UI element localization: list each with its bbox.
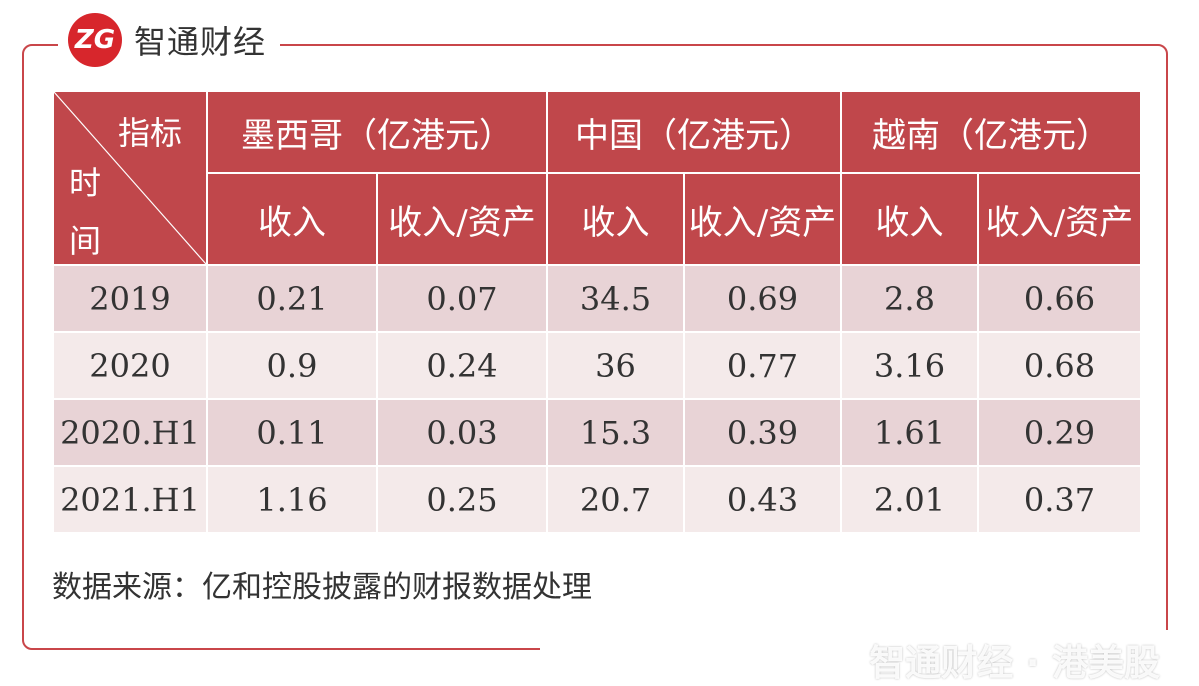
group-header-vietnam: 越南（亿港元） [842,92,1140,172]
cell-value: 1.16 [208,467,376,532]
table-row: 2021.H1 1.16 0.25 20.7 0.43 2.01 0.37 [54,467,1140,532]
cell-period: 2021.H1 [54,467,206,532]
cell-value: 20.7 [548,467,683,532]
cell-value: 0.03 [378,400,546,465]
cell-value: 2.8 [842,266,977,331]
subheader-revenue-assets: 收入/资产 [685,174,840,264]
brand-header: ZG 智通财经 [58,12,281,68]
cell-value: 0.07 [378,266,546,331]
group-header-china: 中国（亿港元） [548,92,840,172]
cell-period: 2020.H1 [54,400,206,465]
data-table: 指标 时间 墨西哥（亿港元） 中国（亿港元） 越南（亿港元） 收入 收入/资产 … [52,90,1142,534]
cell-value: 0.69 [685,266,840,331]
cell-period: 2020 [54,333,206,398]
cell-period: 2019 [54,266,206,331]
cell-value: 0.39 [685,400,840,465]
group-header-mexico: 墨西哥（亿港元） [208,92,546,172]
subheader-revenue: 收入 [208,174,376,264]
cell-value: 34.5 [548,266,683,331]
subheader-revenue: 收入 [842,174,977,264]
cell-value: 0.24 [378,333,546,398]
table-row: 2020 0.9 0.24 36 0.77 3.16 0.68 [54,333,1140,398]
subheader-revenue: 收入 [548,174,683,264]
corner-header: 指标 时间 [54,92,206,264]
subheader-revenue-assets: 收入/资产 [378,174,546,264]
cell-value: 0.11 [208,400,376,465]
brand-name: 智通财经 [134,23,267,61]
cell-value: 2.01 [842,467,977,532]
cell-value: 0.77 [685,333,840,398]
table-row: 2019 0.21 0.07 34.5 0.69 2.8 0.66 [54,266,1140,331]
cell-value: 0.43 [685,467,840,532]
cell-value: 0.29 [979,400,1140,465]
cell-value: 0.37 [979,467,1140,532]
source-note: 数据来源：亿和控股披露的财报数据处理 [52,570,592,605]
cell-value: 1.61 [842,400,977,465]
table-row: 2020.H1 0.11 0.03 15.3 0.39 1.61 0.29 [54,400,1140,465]
corner-metric-label: 指标 [117,114,182,152]
cell-value: 0.66 [979,266,1140,331]
subheader-revenue-assets: 收入/资产 [979,174,1140,264]
cell-value: 36 [548,333,683,398]
cell-value: 0.68 [979,333,1140,398]
watermark: 智通财经 · 港美股 [540,630,1190,684]
cell-value: 0.9 [208,333,376,398]
brand-logo-icon: ZG [68,13,122,67]
corner-diagonal [54,92,206,264]
watermark-text: 智通财经 · 港美股 [869,643,1160,684]
cell-value: 0.21 [208,266,376,331]
corner-time-label: 时间 [68,164,101,260]
cell-value: 15.3 [548,400,683,465]
cell-value: 0.25 [378,467,546,532]
cell-value: 3.16 [842,333,977,398]
